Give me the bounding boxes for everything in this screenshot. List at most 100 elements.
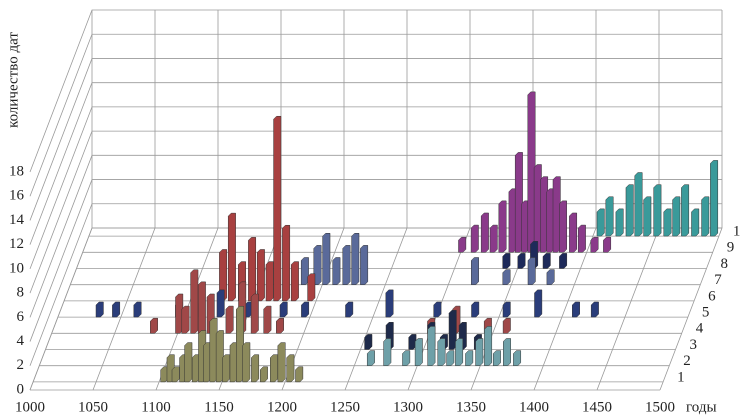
- grid-line: [29, 58, 722, 221]
- bar: [546, 269, 555, 285]
- bar: [634, 172, 643, 237]
- bar: [209, 318, 218, 383]
- grid-line: [29, 33, 722, 197]
- bar: [414, 338, 423, 366]
- bar: [605, 196, 614, 237]
- bar: [590, 236, 599, 253]
- x-tick-label: 1500: [645, 399, 675, 415]
- bar: [342, 245, 351, 285]
- bar: [95, 301, 104, 318]
- bar: [492, 350, 501, 366]
- bar: [446, 350, 455, 366]
- bar: [290, 261, 299, 302]
- bar: [286, 354, 295, 383]
- bar: [427, 326, 436, 366]
- bar: [513, 350, 522, 366]
- bar: [322, 233, 331, 285]
- bar: [364, 334, 373, 350]
- bar: [360, 245, 369, 285]
- bar: [251, 354, 260, 383]
- bar: [625, 184, 634, 237]
- bar: [701, 196, 710, 237]
- bar: [332, 257, 341, 285]
- bar: [552, 176, 561, 253]
- bar: [448, 309, 457, 350]
- bar: [433, 301, 442, 318]
- x-tick-label: 1150: [204, 399, 233, 415]
- x-tick-label: 1350: [456, 399, 486, 415]
- bar: [276, 317, 284, 334]
- bar: [190, 269, 199, 334]
- bar: [181, 305, 190, 334]
- grid-line: [29, 9, 722, 173]
- bar: [273, 115, 282, 302]
- bar: [475, 338, 484, 366]
- bar: [489, 224, 498, 253]
- bar: [569, 212, 578, 253]
- z-tick-label: 2: [683, 353, 691, 369]
- bar: [540, 176, 549, 253]
- bar: [150, 317, 158, 334]
- y-tick-label: 14: [9, 212, 25, 228]
- bar: [437, 338, 446, 366]
- bar: [408, 334, 417, 350]
- y-axis-label: количество дат: [5, 32, 21, 128]
- bar: [313, 245, 322, 285]
- z-tick-label: 10: [733, 224, 740, 240]
- z-tick-label: 1: [677, 369, 685, 385]
- bar: [277, 342, 286, 383]
- bar: [514, 152, 523, 253]
- bar: [572, 301, 580, 318]
- bar: [248, 237, 257, 302]
- bar: [615, 208, 624, 237]
- grid-line: [29, 106, 722, 270]
- bar: [301, 301, 310, 318]
- bar: [502, 253, 511, 269]
- y-tick-label: 8: [17, 285, 25, 301]
- y-tick-label: 18: [9, 163, 24, 179]
- bar: [533, 164, 542, 253]
- bar: [171, 366, 180, 383]
- bar: [484, 326, 493, 366]
- bar: [279, 301, 288, 318]
- bar: [236, 305, 244, 383]
- bar: [653, 184, 662, 237]
- bar: [559, 200, 567, 253]
- bar: [402, 350, 411, 366]
- z-tick-label: 8: [721, 256, 729, 272]
- bar: [351, 233, 360, 285]
- bar: [672, 196, 681, 237]
- bar: [184, 342, 193, 383]
- y-tick-label: 6: [17, 309, 25, 325]
- bar: [710, 160, 719, 237]
- z-tick-label: 4: [696, 321, 704, 337]
- x-tick-label: 1200: [267, 399, 297, 415]
- grid-line: [29, 179, 722, 342]
- grid-line: [29, 154, 722, 318]
- bar: [385, 289, 394, 318]
- x-tick-label: 1000: [15, 399, 45, 415]
- x-tick-label: 1100: [141, 399, 170, 415]
- bar: [197, 281, 206, 334]
- bar: [282, 224, 291, 302]
- bar: [590, 301, 599, 318]
- bar: [215, 330, 224, 383]
- x-tick-label: 1450: [582, 399, 612, 415]
- bar: [603, 236, 612, 253]
- bar: [502, 317, 511, 334]
- bar: [250, 293, 259, 334]
- bar: [471, 257, 479, 285]
- bar: [265, 261, 274, 302]
- grid-line: [29, 82, 722, 245]
- bar: [225, 305, 234, 334]
- x-tick-label: 1400: [519, 399, 549, 415]
- bar: [502, 301, 511, 318]
- y-tick-label: 4: [17, 333, 25, 349]
- bar: [527, 257, 536, 285]
- bar: [345, 301, 354, 318]
- bar: [242, 342, 251, 383]
- bar: [383, 338, 392, 366]
- bar: [222, 354, 231, 383]
- z-tick-label: 9: [727, 240, 735, 256]
